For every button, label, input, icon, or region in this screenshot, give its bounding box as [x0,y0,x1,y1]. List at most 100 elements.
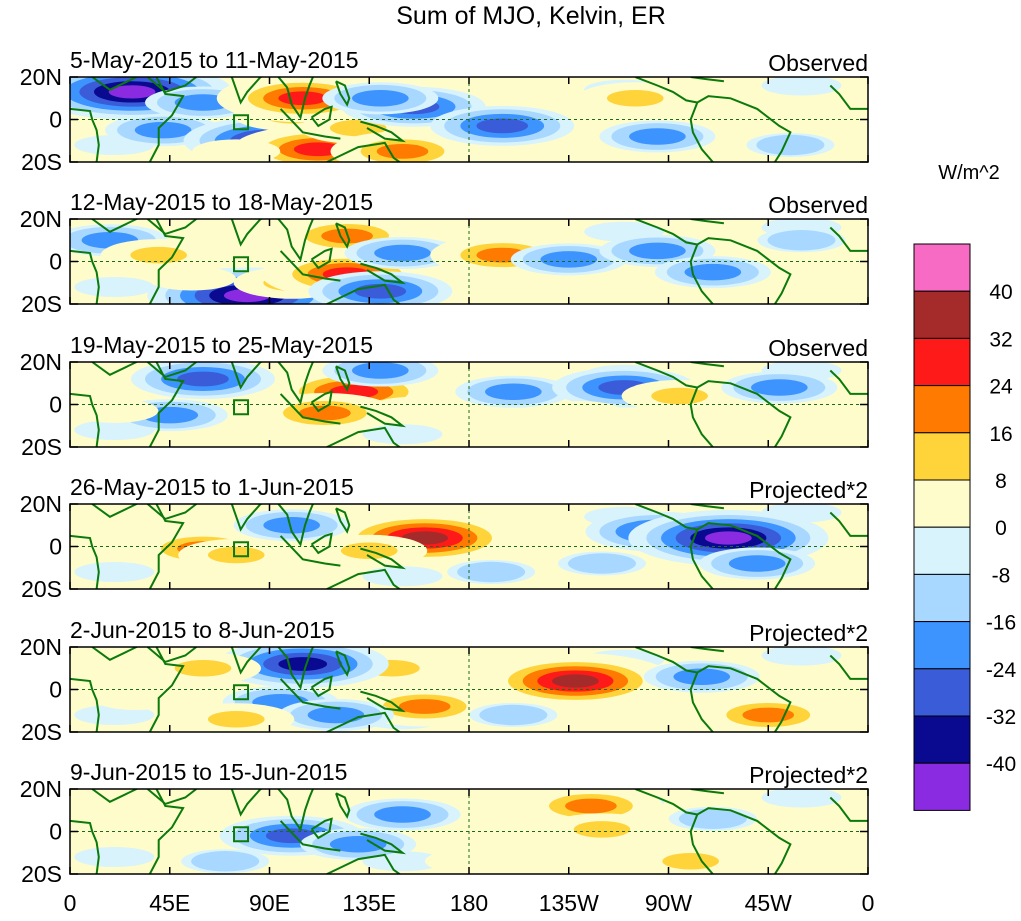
x-tick-label: 0 [64,890,77,916]
coastline [279,820,341,852]
coastline [310,247,333,270]
anomaly-contour [207,711,265,728]
panel-status-label: Observed [768,192,868,218]
coastline [324,711,402,732]
coastline [360,120,407,143]
coastline [70,534,100,589]
anomaly-blob [369,396,458,421]
coastlines [70,647,868,732]
coastline [146,789,197,806]
anomaly-contour [811,808,868,829]
anomaly-contour [352,362,409,379]
colorbar-tick-label: -16 [986,612,1016,635]
anomaly-contour [728,555,786,572]
region-box [233,399,250,416]
anomaly-blob [721,371,838,404]
region-box [233,826,250,843]
anomaly-contour [540,251,598,268]
coastline [146,504,197,521]
coastline [146,219,197,236]
coastline [689,387,714,447]
colorbar-swatch [913,385,971,434]
map-panel: 26-May-2015 to 1-Jun-2015 Projected*2 20N 0… [20,474,869,602]
region-box [233,541,250,558]
coastline [696,522,792,589]
anomaly-blob [178,703,295,732]
anomaly-contour [80,519,149,540]
coastline [360,832,407,855]
anomaly-contour [476,118,529,134]
anomaly-blob [746,133,835,157]
coastline [360,262,407,285]
coastline [335,792,351,819]
anomaly-contour [568,553,636,574]
map-panels: 5-May-2015 to 11-May-2015 Observed 20N 0 20S… [20,47,869,887]
anomaly-blob [757,228,846,253]
coastline [634,77,698,104]
x-axis: 0 45E 90E 135E 180 135W 90W 45W 0 [64,890,875,916]
anomaly-contour [108,85,156,99]
anomaly-blob [654,256,771,289]
anomaly-blob [322,362,439,387]
colorbar-tick-label: 0 [995,517,1007,540]
coastline [829,369,868,395]
anomaly-blob [147,266,236,291]
map-panel: 12-May-2015 to 18-May-2015 Observed 20N 0 20… [20,189,869,317]
coastline [146,647,197,664]
anomaly-blob [643,660,760,693]
anomaly-contour [651,387,708,405]
anomaly-contour [177,371,229,387]
anomaly-contour [457,561,526,583]
anomaly-contour [379,398,448,419]
anomaly-blob [430,105,575,146]
coastline [335,80,351,107]
coastline [279,108,341,140]
map-panel: 2-Jun-2015 to 8-Jun-2015 Projected*2 20N 0 2… [20,617,869,745]
coastline [229,647,264,675]
anomaly-blob [599,120,716,153]
y-tick-label: 20N [20,634,62,660]
anomaly-contour [134,121,192,139]
panel-status-label: Projected*2 [749,762,868,788]
coastline [634,647,698,674]
coastline [324,141,402,162]
coastline [696,380,792,447]
coastline [310,817,333,840]
map-panel: 19-May-2015 to 25-May-2015 Observed 20N 0 20… [20,332,869,460]
colorbar-swatch [913,668,971,717]
anomaly-blob [801,806,868,831]
weak-anomaly [761,77,842,96]
anomaly-contour [673,668,731,685]
coastline [689,529,714,589]
coastline [689,814,714,874]
coastline [335,222,351,249]
anomaly-contour [479,704,548,726]
coastlines [70,362,868,447]
y-tick-label: 20S [21,149,62,175]
anomaly-blob [621,380,738,412]
anomaly-contour [307,706,365,724]
region-box [233,256,250,273]
y-tick-label: 20S [21,861,62,887]
coastline [829,226,868,252]
colorbar-tick-label: 16 [989,423,1012,446]
y-tick-label: 20S [21,719,62,745]
anomaly-contour [278,657,328,671]
anomaly-blob [70,517,159,542]
anomaly-contour [565,798,617,814]
x-tick-label: 90E [249,890,290,916]
coastline [310,675,333,698]
coastline [324,568,402,589]
x-tick-label: 135W [539,890,599,916]
y-tick-label: 20N [20,776,62,802]
weak-anomaly [362,566,443,587]
anomaly-contour [157,268,226,289]
x-tick-label: 90W [645,890,693,916]
anomaly-contour [756,134,825,156]
coastline [279,535,341,567]
coastline [229,789,264,817]
anomaly-contour [352,90,409,107]
coastline [696,95,792,162]
coastline [360,690,407,713]
